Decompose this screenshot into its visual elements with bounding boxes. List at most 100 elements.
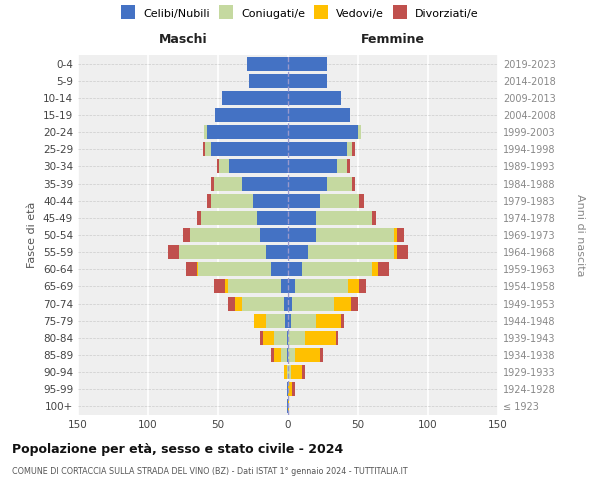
Bar [220,160,288,173]
Bar [222,91,288,105]
Bar [254,314,288,328]
Bar [253,194,288,207]
Bar [288,91,341,105]
Bar [260,228,288,242]
Bar [271,262,288,276]
Bar [179,245,288,259]
Bar [288,348,295,362]
Bar [274,331,288,345]
Legend: Celibi/Nubili, Coniugati/e, Vedovi/e, Divorziati/e: Celibi/Nubili, Coniugati/e, Vedovi/e, Di… [119,6,481,21]
Bar [288,56,327,70]
Text: Popolazione per età, sesso e stato civile - 2024: Popolazione per età, sesso e stato civil… [12,442,343,456]
Bar [217,160,288,173]
Bar [287,382,288,396]
Bar [204,125,288,139]
Bar [288,245,409,259]
Bar [257,211,288,225]
Bar [288,108,350,122]
Bar [204,125,288,139]
Bar [205,142,288,156]
Bar [288,228,397,242]
Bar [288,125,361,139]
Bar [288,211,376,225]
Bar [197,262,288,276]
Bar [288,194,359,207]
Bar [288,245,397,259]
Bar [242,296,288,310]
Bar [288,125,361,139]
Bar [288,314,341,328]
Bar [284,296,288,310]
Bar [288,382,292,396]
Bar [288,331,338,345]
Bar [247,56,288,70]
Bar [222,91,288,105]
Bar [214,176,288,190]
Bar [288,56,327,70]
Bar [215,108,288,122]
Text: Femmine: Femmine [361,33,425,46]
Bar [287,382,288,396]
Y-axis label: Fasce di età: Fasce di età [28,202,37,268]
Bar [288,56,327,70]
Bar [207,125,288,139]
Bar [288,142,352,156]
Bar [211,194,288,207]
Bar [274,348,288,362]
Bar [288,74,327,88]
Bar [247,56,288,70]
Bar [287,331,288,345]
Bar [288,348,320,362]
Bar [288,211,372,225]
Bar [288,228,404,242]
Bar [281,348,288,362]
Bar [288,382,295,396]
Bar [167,245,288,259]
Bar [288,314,316,328]
Bar [288,194,320,207]
Bar [287,400,288,413]
Bar [288,125,358,139]
Bar [214,176,288,190]
Bar [247,56,288,70]
Bar [288,142,355,156]
Bar [235,296,288,310]
Bar [249,74,288,88]
Bar [266,245,288,259]
Bar [288,125,361,139]
Bar [288,296,334,310]
Bar [288,280,367,293]
Bar [288,262,389,276]
Bar [288,296,358,310]
Bar [211,142,288,156]
Bar [288,262,377,276]
Bar [214,280,288,293]
Bar [288,56,327,70]
Bar [288,331,335,345]
Bar [288,280,295,293]
Bar [211,176,288,190]
Bar [288,211,316,225]
Bar [288,228,316,242]
Bar [215,108,288,122]
Bar [288,176,355,190]
Text: Maschi: Maschi [158,33,208,46]
Bar [211,194,288,207]
Bar [242,176,288,190]
Bar [203,142,288,156]
Bar [207,194,288,207]
Bar [201,211,288,225]
Bar [249,74,288,88]
Bar [288,262,372,276]
Bar [281,280,288,293]
Bar [288,262,302,276]
Bar [287,382,288,396]
Bar [288,365,302,379]
Bar [288,91,341,105]
Bar [260,331,288,345]
Bar [190,228,288,242]
Bar [288,74,327,88]
Bar [288,296,292,310]
Bar [288,400,289,413]
Y-axis label: Anni di nascita: Anni di nascita [575,194,585,276]
